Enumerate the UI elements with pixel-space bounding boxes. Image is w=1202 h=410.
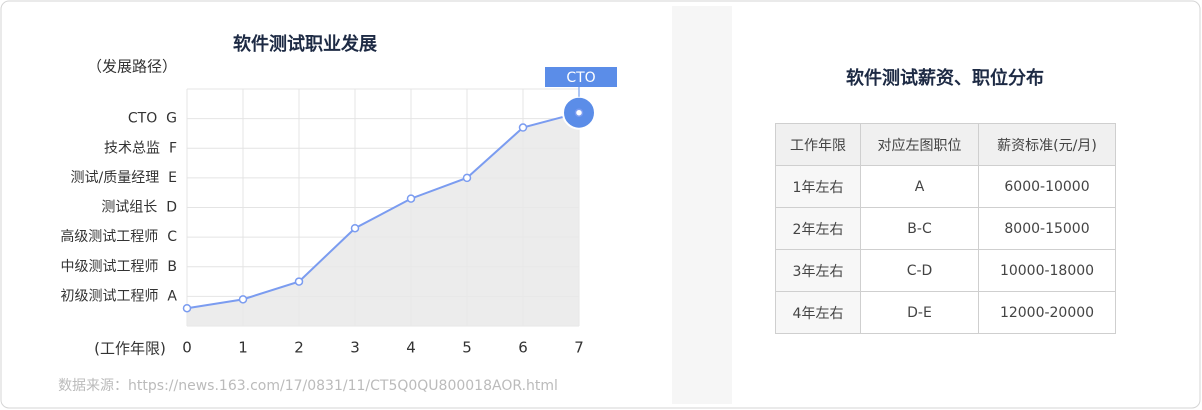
table-cell: 10000-18000 <box>978 249 1116 292</box>
table-cell: D-E <box>860 291 979 334</box>
table-cell: 3年左右 <box>775 249 861 292</box>
header-cell: 工作年限 <box>775 123 861 166</box>
x-tick-label: 0 <box>182 339 192 357</box>
table-title: 软件测试薪资、职位分布 <box>846 68 1044 89</box>
y-tick-label: 中级测试工程师 B <box>60 259 177 275</box>
table-cell: C-D <box>860 249 979 292</box>
x-axis-label: (工作年限) <box>94 340 166 358</box>
y-tick-label: 高级测试工程师 C <box>60 228 177 245</box>
table-cell: 8000-15000 <box>978 207 1116 250</box>
source: 数据来源：https://news.163.com/17/0831/11/CT5… <box>58 378 558 394</box>
table-cell: 4年左右 <box>775 291 861 334</box>
y-tick-label: 初级测试工程师 A <box>61 287 178 304</box>
table-cell: 6000-10000 <box>978 165 1116 208</box>
point <box>406 194 416 203</box>
divider <box>672 6 732 404</box>
table-row: 3年左右 C-D 10000-18000 <box>775 249 1116 292</box>
y-tick-label: 技术总监 F <box>104 140 177 156</box>
x-tick-label: 5 <box>462 339 472 357</box>
y-tick-label: 测试/质量经理 E <box>71 170 177 186</box>
header-cell: 对应左图职位 <box>860 123 979 166</box>
x-tick-label: 1 <box>238 339 248 357</box>
header-cell: 薪资标准(元/月) <box>978 123 1116 166</box>
table-cell: 1年左右 <box>775 165 861 208</box>
point <box>182 303 192 313</box>
table-row: 4年左右 D-E 12000-20000 <box>775 291 1116 334</box>
table-row: 2年左右 B-C 8000-15000 <box>775 207 1116 250</box>
x-tick-label: 4 <box>406 339 416 357</box>
table-cell: 12000-20000 <box>978 291 1116 334</box>
callout-box <box>545 67 617 87</box>
y-tick-label: 测试组长 D <box>101 200 177 216</box>
x-tick-label: 2 <box>294 339 304 357</box>
table-cell: A <box>860 165 979 208</box>
table-cell: 2年左右 <box>775 207 861 250</box>
point <box>238 295 248 304</box>
x-tick-label: 7 <box>574 339 584 357</box>
y-tick-label: CTO G <box>128 111 177 127</box>
table-row: 1年左右 A 6000-10000 <box>775 165 1116 208</box>
line <box>186 111 580 310</box>
x-tick-label: 3 <box>350 339 360 357</box>
point <box>294 277 304 286</box>
point <box>574 108 584 117</box>
point <box>350 223 360 233</box>
x-tick-label: 6 <box>518 339 528 357</box>
point <box>518 123 528 132</box>
table-cell: B-C <box>860 207 979 250</box>
annotation: CTO <box>566 70 595 86</box>
y-axis-label: （发展路径） <box>87 58 177 76</box>
point <box>462 173 472 183</box>
header-row: 工作年限 对应左图职位 薪资标准(元/月) <box>775 123 1116 166</box>
chart-title: 软件测试职业发展 <box>233 33 378 55</box>
salary-table: 工作年限 对应左图职位 薪资标准(元/月) 1年左右 A 6000-10000 2年左… <box>775 123 1116 334</box>
